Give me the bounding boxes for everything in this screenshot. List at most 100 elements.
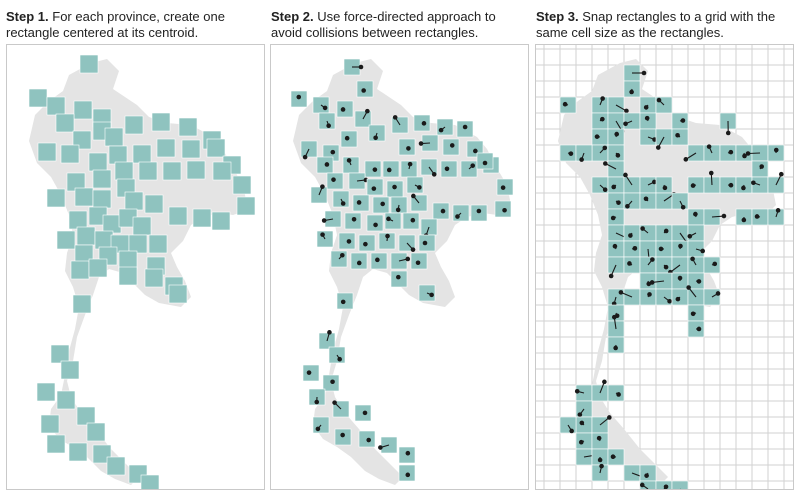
step3-panel	[535, 44, 794, 490]
province-rectangle	[186, 160, 206, 180]
centroid-dot	[500, 185, 506, 190]
centroid-dot	[410, 247, 416, 252]
centroid-dot	[628, 233, 633, 238]
centroid-dot	[600, 96, 605, 101]
centroid-dot	[728, 182, 734, 188]
centroid-dot	[614, 131, 620, 137]
centroid-dot	[396, 274, 401, 280]
province-rectangle	[104, 127, 124, 147]
centroid-dot	[372, 167, 378, 172]
province-rectangle	[55, 113, 75, 133]
centroid-dot	[649, 280, 655, 285]
centroid-dot	[667, 298, 672, 304]
centroid-dot	[568, 151, 574, 156]
step1-label: Step 1.	[6, 9, 49, 24]
province-rectangle	[106, 456, 126, 476]
centroid-dot	[346, 158, 352, 163]
centroid-dot	[678, 243, 683, 249]
centroid-dot	[574, 389, 580, 394]
centroid-dot	[721, 213, 727, 219]
centroid-dot	[373, 135, 378, 141]
province-rectangle	[181, 139, 201, 159]
centroid-dot	[358, 64, 364, 70]
centroid-dot	[700, 248, 706, 254]
centroid-dot	[340, 299, 346, 305]
centroid-dot	[655, 145, 661, 150]
centroid-dot	[405, 472, 411, 478]
centroid-dot	[624, 108, 629, 114]
province-rectangle	[92, 189, 112, 209]
centroid-dot	[616, 392, 621, 397]
province-rectangle	[144, 194, 164, 214]
centroid-dot	[366, 437, 372, 443]
province-rectangle	[144, 268, 164, 288]
centroid-dot	[690, 256, 695, 262]
province-rectangle	[50, 344, 70, 364]
province-rectangle	[124, 191, 144, 211]
centroid-dot	[644, 115, 650, 121]
centroid-dot	[725, 130, 731, 136]
centroid-dot	[296, 94, 302, 100]
centroid-dot	[578, 439, 584, 445]
province-rectangle	[655, 480, 673, 489]
province-rectangle	[178, 117, 198, 137]
centroid-dot	[429, 292, 434, 298]
centroid-dot	[411, 193, 416, 199]
centroid-dot	[405, 256, 411, 262]
province-rectangle	[132, 144, 152, 164]
centroid-dot	[677, 275, 683, 281]
centroid-dot	[594, 134, 600, 139]
centroid-dot	[741, 185, 746, 191]
centroid-dot	[693, 211, 698, 217]
step2-panel	[270, 44, 529, 490]
centroid-dot	[778, 171, 784, 177]
centroid-dot	[314, 399, 320, 405]
province-rectangle	[639, 480, 657, 489]
centroid-dot	[613, 345, 618, 351]
centroid-dot	[715, 291, 721, 296]
step3-caption: Step 3. Snap rectangles to a grid with t…	[536, 9, 794, 41]
centroid-dot	[344, 135, 350, 141]
step1-map	[28, 54, 256, 489]
centroid-dot	[623, 172, 628, 178]
centroid-dot	[623, 121, 628, 127]
centroid-dot	[363, 241, 368, 247]
province-rectangle	[46, 434, 66, 454]
centroid-dot	[470, 163, 476, 168]
step1-text: For each province, create one rectangle …	[6, 9, 225, 40]
centroid-dot	[683, 157, 689, 162]
step2-text: Use force-directed approach to avoid col…	[271, 9, 496, 40]
centroid-dot	[444, 166, 450, 172]
province-rectangle	[37, 142, 57, 162]
centroid-dot	[754, 214, 760, 219]
province-rectangle	[88, 152, 108, 172]
centroid-dot	[608, 273, 614, 279]
province-rectangle	[162, 161, 182, 181]
province-rectangle	[60, 360, 80, 380]
centroid-dot	[351, 217, 357, 222]
province-rectangle	[151, 112, 171, 132]
centroid-dot	[742, 153, 747, 159]
centroid-dot	[708, 170, 714, 176]
step3-map	[536, 45, 793, 489]
centroid-dot	[449, 143, 455, 148]
centroid-dot	[407, 161, 413, 167]
centroid-dot	[618, 290, 624, 295]
centroid-dot	[600, 116, 605, 122]
centroid-dot	[476, 208, 482, 214]
centroid-dot	[639, 482, 645, 488]
centroid-dot	[625, 203, 630, 209]
centroid-dot	[696, 279, 702, 284]
province-rectangle	[76, 226, 96, 246]
centroid-dot	[690, 183, 696, 188]
centroid-dot	[378, 445, 383, 450]
centroid-dot	[386, 216, 391, 222]
province-rectangle	[140, 474, 160, 489]
province-rectangle	[211, 211, 231, 231]
centroid-dot	[321, 218, 327, 223]
centroid-dot	[380, 201, 385, 207]
centroid-dot	[627, 261, 632, 266]
step3-text: Snap rectangles to a grid with the same …	[536, 9, 776, 40]
centroid-dot	[662, 185, 668, 191]
centroid-dot	[330, 379, 335, 385]
